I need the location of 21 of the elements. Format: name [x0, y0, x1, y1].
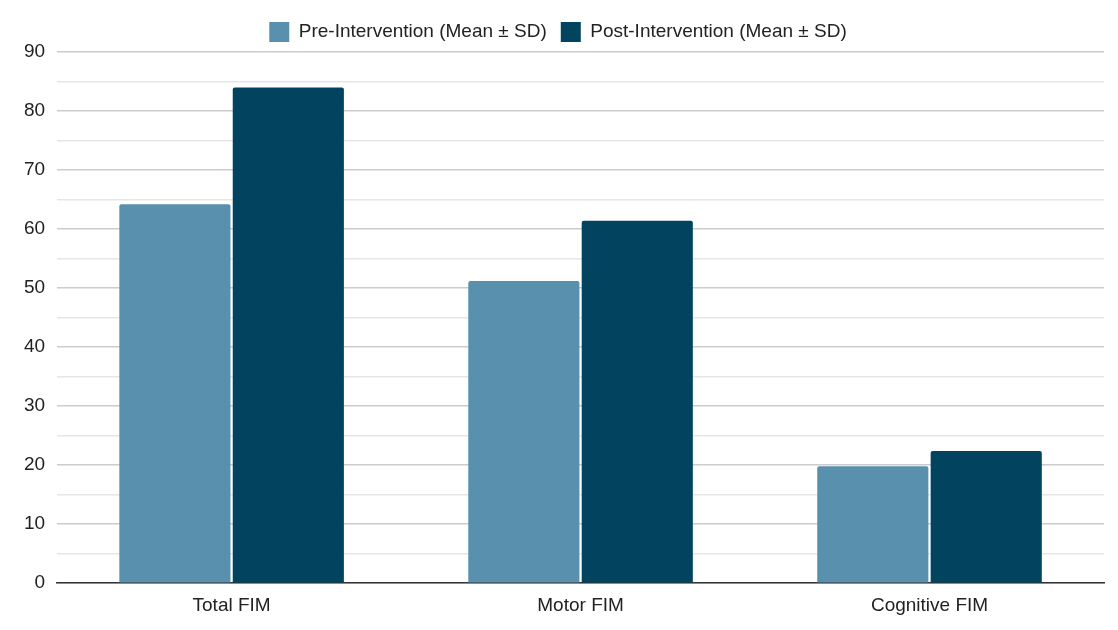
y-tick-label: 80	[23, 99, 46, 121]
y-tick-label: 10	[23, 512, 46, 534]
y-tick-label: 20	[23, 453, 46, 475]
bar	[232, 87, 344, 583]
y-tick-label: 40	[23, 335, 46, 357]
bar	[817, 466, 929, 583]
x-tick-label: Motor FIM	[537, 593, 624, 615]
y-tick-label: 0	[34, 571, 46, 593]
y-tick-label: 60	[23, 217, 46, 239]
bar	[581, 220, 693, 583]
bar	[119, 204, 231, 583]
x-tick-label: Cognitive FIM	[870, 593, 989, 615]
y-tick-label: 30	[23, 394, 46, 416]
y-tick-label: 90	[23, 40, 46, 62]
bar	[930, 450, 1042, 583]
y-tick-label: 70	[23, 158, 46, 180]
legend-label: Pre-Intervention (Mean ± SD)	[298, 20, 547, 42]
x-tick-label: Total FIM	[192, 593, 271, 615]
legend-label: Post-Intervention (Mean ± SD)	[590, 20, 847, 42]
bar	[468, 281, 580, 583]
y-tick-label: 50	[23, 276, 46, 298]
